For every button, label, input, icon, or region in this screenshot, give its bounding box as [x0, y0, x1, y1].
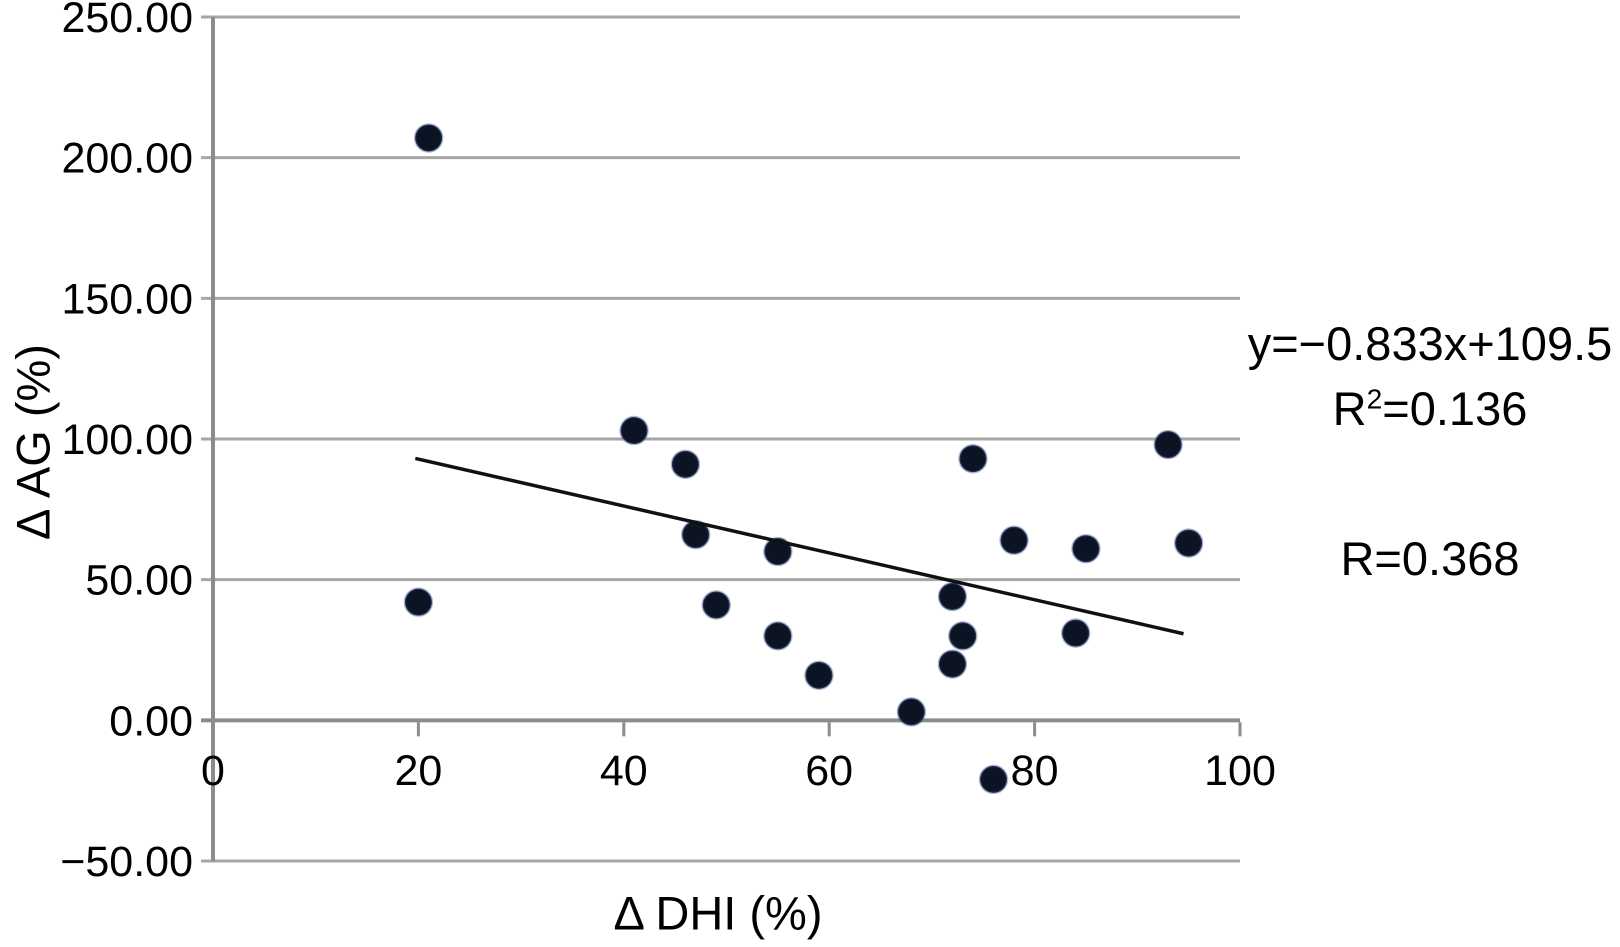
- data-point: [1153, 429, 1183, 460]
- data-point: [1060, 618, 1091, 648]
- data-point: [413, 123, 444, 153]
- x-tick-label: 60: [805, 747, 853, 795]
- data-point: [804, 660, 834, 691]
- data-point: [958, 443, 988, 474]
- data-point: [937, 649, 968, 679]
- r-squared-rest: =0.136: [1382, 382, 1528, 435]
- y-tick-label: 150.00: [61, 275, 193, 323]
- data-point: [763, 536, 793, 567]
- data-point: [896, 697, 927, 727]
- r-squared-label: R2=0.136: [1333, 381, 1528, 436]
- x-tick-label: 0: [201, 747, 225, 795]
- x-tick-label: 100: [1204, 747, 1276, 795]
- y-tick-label: 200.00: [61, 135, 193, 183]
- data-point: [403, 587, 434, 617]
- data-point: [1173, 528, 1204, 558]
- y-tick-label: 50.00: [85, 557, 193, 605]
- x-tick-label: 40: [600, 747, 648, 795]
- y-axis-title: Δ AG (%): [6, 344, 60, 540]
- y-tick-label: 100.00: [61, 416, 193, 464]
- data-point: [763, 621, 793, 651]
- data-point: [978, 764, 1009, 795]
- trend-line: [414, 456, 1184, 636]
- y-tick-label: 0.00: [109, 697, 193, 745]
- y-tick-label: 250.00: [61, 0, 193, 42]
- data-point: [937, 581, 968, 612]
- r-squared-base: R: [1332, 382, 1367, 435]
- data-point: [1071, 533, 1101, 564]
- y-tick-label: −50.00: [60, 838, 193, 886]
- data-point: [999, 525, 1029, 556]
- regression-equation-label: y=−0.833x+109.5: [1247, 317, 1613, 370]
- x-tick-label: 80: [1011, 747, 1059, 795]
- data-point: [701, 590, 731, 620]
- r-squared-superscript: 2: [1366, 382, 1383, 415]
- x-axis-title: Δ DHI (%): [613, 886, 823, 940]
- x-tick-label: 20: [394, 747, 442, 795]
- data-point: [619, 415, 649, 446]
- data-point: [947, 621, 978, 651]
- data-point: [670, 449, 701, 480]
- r-value-label: R=0.368: [1340, 532, 1520, 585]
